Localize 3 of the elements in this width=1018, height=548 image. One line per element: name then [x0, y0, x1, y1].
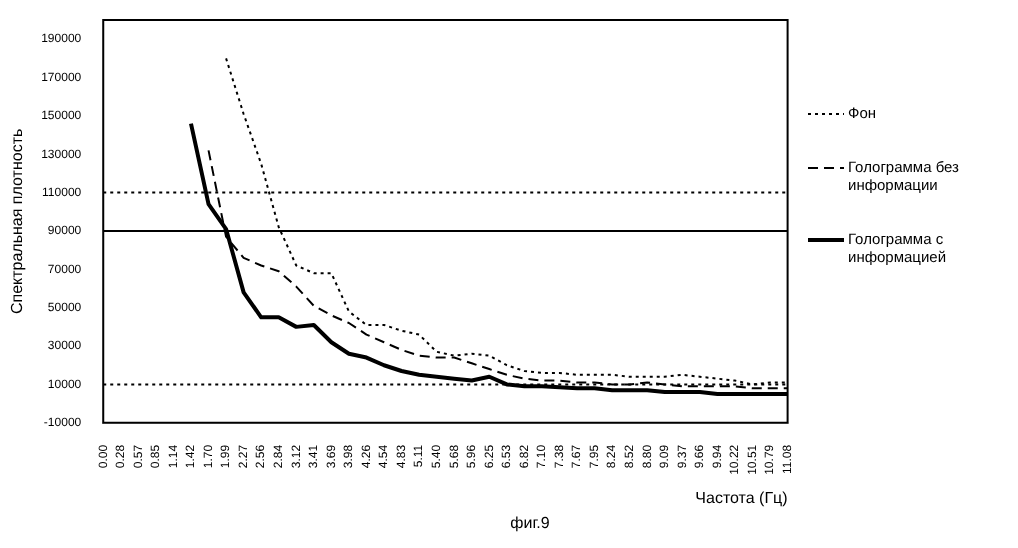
y-axis-title: Спектральная плотность [8, 128, 27, 315]
x-axis-title: Частота (Гц) [695, 488, 789, 507]
text: фиг.9 [508, 514, 552, 532]
